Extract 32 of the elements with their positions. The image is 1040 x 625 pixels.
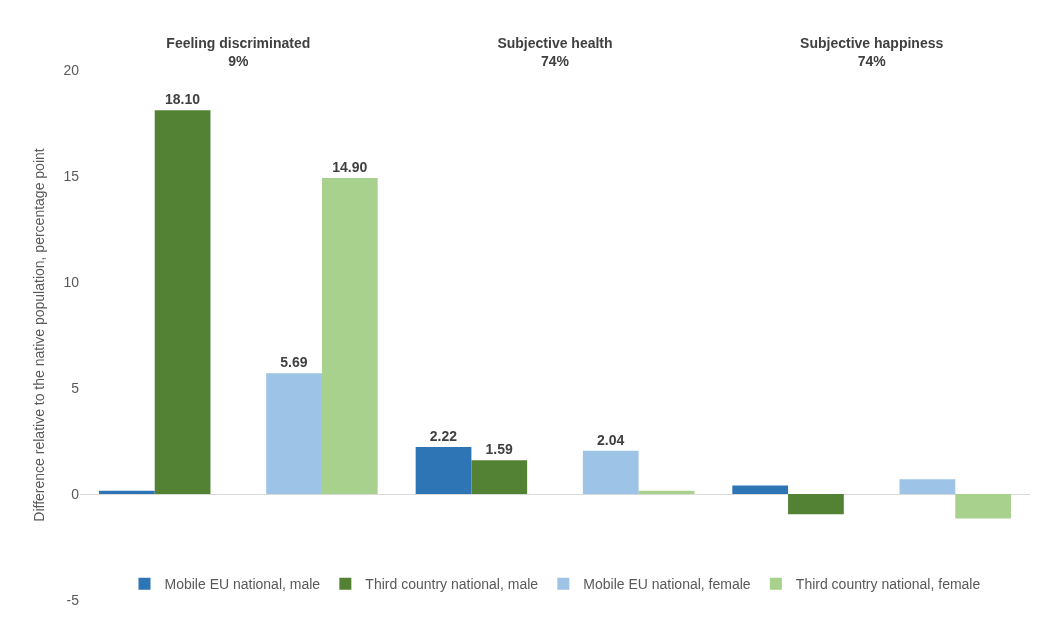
bar xyxy=(266,373,322,494)
data-label: 2.04 xyxy=(597,431,625,448)
bar xyxy=(321,178,378,494)
data-label: 2.22 xyxy=(429,427,458,444)
x-tick-label: Subjective health 74% xyxy=(497,35,613,70)
legend-label: Third country national, female xyxy=(795,576,981,593)
data-label: 1.59 xyxy=(485,441,513,458)
bar xyxy=(732,485,789,494)
bar xyxy=(955,494,1011,519)
bar xyxy=(154,110,211,494)
bar xyxy=(582,450,639,494)
bar xyxy=(471,460,528,494)
x-tick-label: Feeling discriminated 9% xyxy=(166,35,311,70)
data-label: 5.69 xyxy=(280,354,308,371)
data-label: 18.10 xyxy=(164,91,201,108)
legend-label: Third country national, male xyxy=(365,576,539,593)
y-axis-title: Difference relative to the native population, percentage point xyxy=(31,148,48,522)
data-label: 14.90 xyxy=(332,159,368,176)
bar xyxy=(99,490,155,494)
bar xyxy=(899,479,956,494)
bar xyxy=(638,490,695,494)
y-tick-label: 5 xyxy=(71,379,80,396)
y-tick-label: 20 xyxy=(63,61,80,78)
y-tick-label: 15 xyxy=(63,167,80,184)
bar xyxy=(415,446,472,494)
y-tick-label: -5 xyxy=(66,591,80,608)
y-tick-label: 10 xyxy=(63,273,80,290)
x-tick-label: Subjective happiness 74% xyxy=(800,35,944,70)
legend-label: Mobile EU national, male xyxy=(164,576,321,593)
legend-label: Mobile EU national, female xyxy=(583,576,751,593)
bar xyxy=(788,494,844,515)
y-tick-label: 0 xyxy=(71,485,80,502)
